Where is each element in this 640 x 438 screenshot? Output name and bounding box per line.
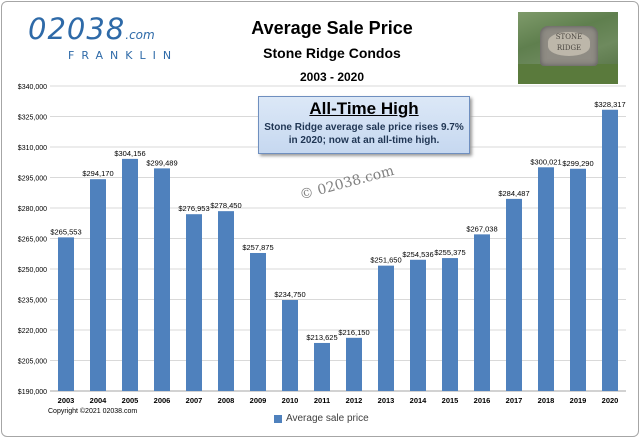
logo-sub: FRANKLIN (68, 49, 179, 62)
x-tick-label: 2015 (442, 396, 459, 405)
y-tick-label: $235,000 (18, 298, 47, 305)
bar (506, 198, 522, 391)
y-tick-label: $190,000 (18, 389, 47, 396)
photo-sign-line1: STONE (555, 33, 583, 41)
y-tick-label: $220,000 (18, 328, 47, 335)
logo-brand: 02038.com (28, 14, 158, 50)
y-tick-label: $295,000 (18, 176, 47, 183)
bar (602, 109, 618, 391)
copyright-text: Copyright ©2021 02038.com (48, 408, 138, 415)
chart-date-range: 2003 - 2020 (299, 70, 365, 84)
y-tick-label: $340,000 (18, 84, 47, 91)
bar (58, 237, 74, 391)
bar (218, 211, 234, 391)
data-label: $234,750 (274, 290, 305, 299)
data-label: $299,290 (562, 159, 593, 168)
x-tick-label: 2011 (314, 396, 330, 405)
data-label: $254,536 (402, 250, 433, 259)
x-tick-label: 2006 (154, 396, 171, 405)
data-label: $299,489 (146, 158, 177, 167)
data-label: $328,317 (594, 100, 625, 109)
bar (122, 158, 138, 391)
data-label: $267,038 (466, 224, 497, 233)
x-tick-label: 2014 (410, 396, 428, 405)
data-label: $251,650 (370, 256, 401, 265)
bar (282, 300, 298, 391)
photo-grass (518, 64, 618, 84)
x-tick-label: 2020 (602, 396, 619, 405)
callout-heading: All-Time High (309, 99, 419, 118)
x-tick-label: 2012 (346, 396, 363, 405)
data-label: $304,156 (114, 149, 145, 158)
bar (442, 258, 458, 391)
chart-title: Average Sale Price (251, 18, 413, 38)
data-label: $284,487 (498, 189, 529, 198)
bar (570, 168, 586, 391)
bar (186, 214, 202, 391)
y-tick-label: $205,000 (18, 359, 47, 366)
bar (90, 179, 106, 391)
legend-label: Average sale price (286, 413, 369, 424)
bar (154, 168, 170, 391)
bar (538, 167, 554, 391)
y-tick-label: $265,000 (18, 237, 47, 244)
bar (314, 342, 330, 391)
all-time-high-callout: All-Time High Stone Ridge average sale p… (258, 96, 470, 154)
data-label: $255,375 (434, 248, 465, 257)
y-tick-label: $280,000 (18, 206, 47, 213)
y-tick-label: $310,000 (18, 145, 47, 152)
x-tick-label: 2010 (282, 396, 299, 405)
x-tick-label: 2009 (250, 396, 267, 405)
data-label: $276,953 (178, 204, 209, 213)
bar (346, 337, 362, 391)
y-tick-label: $250,000 (18, 267, 47, 274)
photo-sign: STONE RIDGE (548, 32, 590, 56)
data-label: $278,450 (210, 201, 241, 210)
x-tick-label: 2004 (90, 396, 108, 405)
x-tick-label: 2005 (122, 396, 139, 405)
chart-legend: Average sale price (274, 413, 369, 424)
x-tick-label: 2016 (474, 396, 491, 405)
stone-ridge-sign-photo: STONE RIDGE (518, 12, 618, 84)
x-tick-label: 2003 (58, 396, 75, 405)
data-label: $294,170 (82, 169, 113, 178)
photo-sign-line2: RIDGE (556, 44, 582, 52)
x-tick-label: 2017 (506, 396, 523, 405)
data-label: $216,150 (338, 328, 369, 337)
logo-brand-text: 02038 (28, 12, 126, 46)
data-label: $213,625 (306, 333, 337, 342)
callout-body: Stone Ridge average sale price rises 9.7… (264, 122, 464, 146)
x-tick-label: 2007 (186, 396, 203, 405)
bar (250, 252, 266, 391)
bar (410, 259, 426, 391)
legend-swatch (274, 414, 282, 423)
bar (474, 234, 490, 391)
x-tick-label: 2013 (378, 396, 395, 405)
x-tick-label: 2018 (538, 396, 555, 405)
chart-titles: Average Sale Price Stone Ridge Condos 20… (182, 18, 482, 84)
logo: 02038.com FRANKLIN (28, 14, 179, 62)
data-label: $300,021 (530, 157, 561, 166)
x-tick-label: 2008 (218, 396, 235, 405)
logo-domain-suffix: .com (125, 28, 155, 42)
chart-subtitle: Stone Ridge Condos (263, 45, 401, 61)
y-tick-label: $325,000 (18, 115, 47, 122)
x-tick-label: 2019 (570, 396, 587, 405)
bar (378, 265, 394, 391)
data-label: $257,875 (242, 243, 273, 252)
data-label: $265,553 (50, 227, 81, 236)
